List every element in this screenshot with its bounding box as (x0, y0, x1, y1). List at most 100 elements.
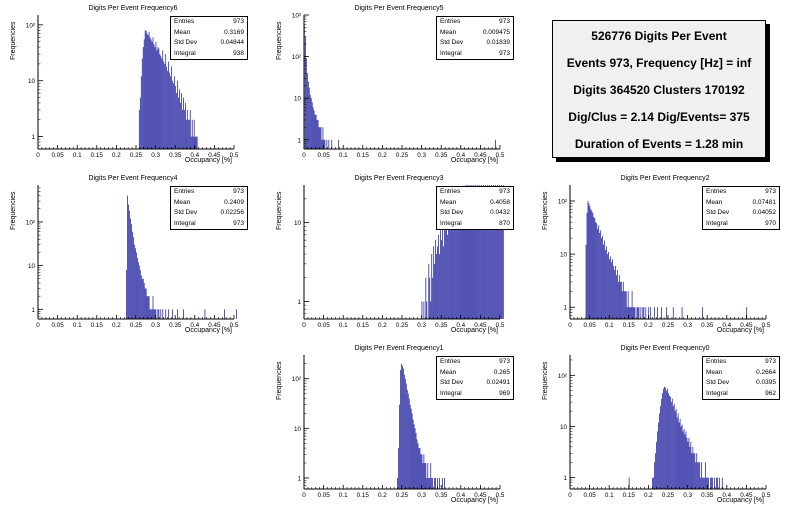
histogram-bar (706, 477, 707, 489)
histogram-bar (405, 383, 407, 489)
histogram-bar (645, 307, 647, 319)
histogram-bar (139, 97, 141, 149)
histogram-bar (596, 223, 598, 319)
stats-value: 0.009475 (482, 28, 510, 36)
histogram-panel: 0 0.05 0.1 0.15 0.2 0.25 0.3 0.35 0.4 0.45 0.5 1 10 1… (532, 340, 798, 510)
histogram-bar (152, 37, 154, 149)
stats-key: Entries (440, 188, 461, 195)
histogram-bar (698, 462, 700, 489)
histogram-bar (632, 307, 634, 319)
x-tick-label: 0.2 (378, 492, 387, 499)
stats-value: 0.02491 (486, 379, 511, 386)
y-tick-label: 10² (558, 198, 567, 205)
histogram-bar (156, 50, 158, 149)
histogram-bar (131, 223, 132, 319)
histogram-bar (619, 281, 621, 319)
y-axis-label: Frequencies (276, 21, 283, 60)
histogram-bar (473, 185, 475, 319)
histogram-bar (435, 477, 436, 489)
y-axis-label: Frequencies (276, 361, 283, 400)
histogram-bar (692, 446, 694, 489)
histogram-bar (496, 191, 497, 319)
histogram-bar (502, 185, 504, 319)
histogram-bar (592, 212, 594, 319)
histogram-bar (140, 275, 142, 319)
x-tick-label: 0.1 (605, 492, 614, 499)
y-tick-label: 10 (560, 424, 568, 431)
stats-value: 962 (765, 389, 776, 397)
histogram-bar (150, 39, 152, 150)
histogram-bar (703, 477, 704, 489)
histogram-bar (678, 422, 680, 489)
histogram-bar (708, 477, 709, 489)
stats-key: Integral (174, 49, 196, 57)
histogram-bar (440, 230, 441, 319)
histogram-bar (648, 307, 650, 319)
x-tick-label: 0.45 (208, 322, 221, 329)
histogram-bar (448, 211, 449, 319)
x-tick-label: 0.15 (357, 152, 370, 159)
histogram-bar (142, 278, 144, 319)
histogram-bar (498, 192, 499, 319)
histogram-bar (322, 127, 324, 149)
histogram-bar (428, 263, 430, 319)
histogram-bar (603, 244, 604, 319)
histogram-bar (439, 254, 440, 319)
histogram-bar (307, 81, 309, 149)
histogram-bar (404, 378, 406, 489)
histogram-bar (150, 309, 152, 319)
histogram-bar (147, 35, 149, 149)
histogram-bar (165, 54, 167, 149)
stats-value: 973 (233, 219, 244, 227)
x-axis-label: Occupancy [%] (716, 497, 764, 504)
histogram-bar (398, 448, 399, 489)
histogram-bar (613, 265, 614, 319)
histogram-bar (718, 477, 720, 489)
histogram-bar (180, 102, 181, 149)
x-tick-label: 0 (36, 322, 40, 329)
stats-box: Entries 973 Mean 0.4058 Std Dev 0.0432 Integra… (436, 186, 514, 230)
histogram-bar (665, 387, 666, 489)
histogram-bar (191, 119, 193, 149)
histogram-bar (432, 277, 434, 319)
x-axis-label: Occupancy [%] (450, 497, 498, 504)
histogram-bar (681, 307, 683, 319)
histogram-bar (185, 102, 186, 149)
histogram-bar (128, 204, 129, 319)
stats-key: Entries (174, 18, 195, 25)
histogram-bar (137, 262, 139, 319)
histogram-bar (143, 283, 145, 319)
histogram-bar (157, 309, 159, 319)
histogram-bar (151, 41, 153, 149)
x-tick-label: 0.05 (317, 322, 330, 329)
histogram-bar (414, 428, 416, 489)
histogram-bar (194, 136, 196, 149)
x-tick-label: 0.25 (662, 322, 675, 329)
histogram-bar (431, 254, 433, 319)
histogram-bar (500, 185, 502, 319)
stats-key: Mean (174, 198, 191, 206)
stats-key: Std Dev (174, 39, 198, 46)
histogram-bar (338, 139, 339, 149)
y-tick-label: 1 (297, 137, 301, 144)
histogram-bar (654, 307, 655, 319)
stats-box: Entries 973 Mean 0.07481 Std Dev 0.04052 Integ… (702, 186, 780, 230)
histogram-bar (674, 411, 676, 489)
histogram-bar (430, 463, 432, 489)
histogram-plot: 0 0.05 0.1 0.15 0.2 0.25 0.3 0.35 0.4 0.45 0.5 1 10 1… (558, 185, 771, 329)
histogram-panel: 0 0.05 0.1 0.15 0.2 0.25 0.3 0.35 0.4 0.45 0.5 1 10 1… (0, 170, 266, 340)
histogram-bar (652, 477, 653, 489)
histogram-bar (442, 477, 443, 489)
stats-key: Integral (706, 219, 728, 227)
histogram-bar (495, 185, 496, 319)
histogram-bar (655, 453, 656, 489)
x-tick-label: 0.15 (623, 492, 636, 499)
chart-title: Digits Per Event Frequency4 (88, 175, 178, 182)
histogram-bar (696, 453, 698, 489)
histogram-bar (317, 119, 319, 149)
histogram-bar (167, 70, 169, 149)
histogram-bar (457, 195, 459, 319)
histogram-bar (642, 307, 644, 319)
histogram-bar (605, 249, 606, 319)
histogram-bar (432, 477, 434, 489)
